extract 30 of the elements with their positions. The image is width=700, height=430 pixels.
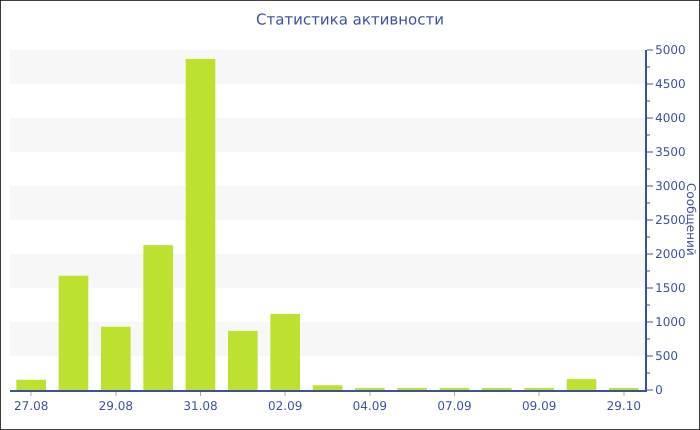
bar <box>58 276 88 390</box>
bar <box>101 326 131 390</box>
x-tick-label: 29.08 <box>98 399 134 414</box>
y-tick-label: 500 <box>655 349 678 364</box>
bar <box>16 380 46 390</box>
bar <box>312 385 342 390</box>
y-tick-label: 3500 <box>655 145 686 160</box>
x-tick-label: 31.08 <box>183 399 218 414</box>
bar <box>228 330 258 390</box>
y-tick-label: 2000 <box>655 247 686 262</box>
x-tick-label: 29.10 <box>606 399 642 414</box>
bar <box>566 379 596 390</box>
bar <box>270 314 300 390</box>
x-tick-label: 02.09 <box>268 399 302 414</box>
x-tick-label: 09.09 <box>522 399 556 414</box>
y-tick-label: 5000 <box>655 43 686 58</box>
y-tick-label: 0 <box>655 383 663 398</box>
x-tick-label: 07.09 <box>437 399 472 414</box>
bar <box>186 58 216 390</box>
bar <box>143 245 173 390</box>
y-tick-label: 4000 <box>655 111 686 126</box>
y-tick-label: 4500 <box>655 77 686 92</box>
y-tick-label: 1000 <box>655 315 686 330</box>
x-tick-label: 04.09 <box>352 399 388 414</box>
y-axis-title: Сообщений <box>684 183 698 256</box>
y-tick-label: 3000 <box>655 179 686 194</box>
y-tick-label: 1500 <box>655 281 686 296</box>
x-tick-label: 27.08 <box>14 399 48 414</box>
chart-title: Статистика активности <box>256 10 444 29</box>
y-tick-label: 2500 <box>655 213 686 228</box>
